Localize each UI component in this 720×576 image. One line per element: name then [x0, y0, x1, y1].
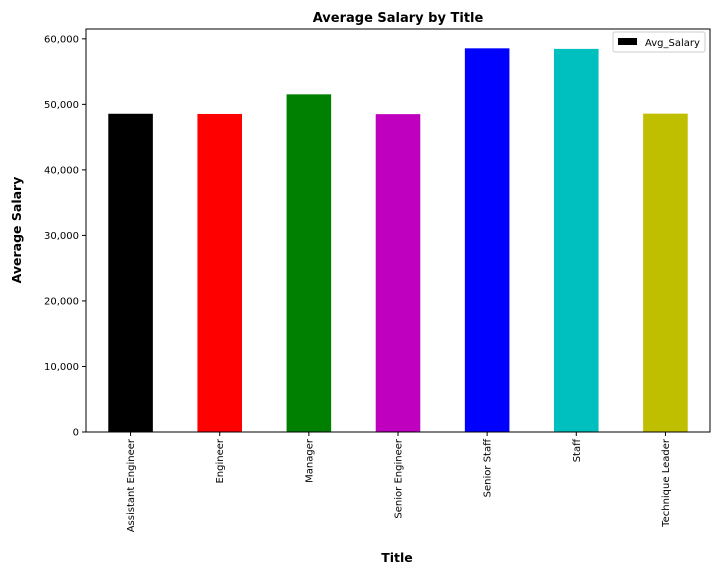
x-tick-label: Senior Engineer	[394, 438, 405, 518]
x-tick-label: Senior Staff	[483, 438, 494, 497]
y-axis-label: Average Salary	[9, 177, 24, 284]
y-axis-ticks: 0 10,000 20,000 30,000 40,000 50,000 60,000	[44, 34, 86, 439]
bar-senior-staff	[464, 48, 510, 432]
x-tick-label: Assistant Engineer	[126, 438, 137, 532]
y-tick-label: 40,000	[44, 165, 79, 176]
y-tick-label: 60,000	[44, 34, 79, 45]
x-tick-label: Manager	[304, 438, 315, 483]
bar-manager	[286, 94, 332, 432]
bar-technique-leader	[643, 113, 688, 433]
x-axis-label: Title	[381, 550, 413, 565]
x-axis-ticks: Assistant Engineer Engineer Manager Senior …	[126, 432, 672, 532]
legend-entry-avg-salary: Avg_Salary	[645, 38, 700, 49]
x-tick-label: Staff	[572, 438, 583, 462]
bar-engineer	[197, 113, 242, 432]
y-tick-label: 20,000	[44, 296, 79, 307]
bar-staff	[554, 48, 599, 433]
x-tick-label: Technique Leader	[661, 438, 672, 528]
legend-box	[612, 31, 706, 53]
legend-swatch	[618, 38, 637, 45]
y-tick-label: 0	[73, 428, 79, 439]
bars-group	[108, 48, 688, 433]
chart-title: Average Salary by Title	[313, 11, 484, 26]
plot-frame	[85, 28, 711, 433]
bar-assistant-engineer	[108, 113, 153, 432]
legend: Avg_Salary	[612, 31, 706, 53]
y-tick-label: 50,000	[44, 100, 79, 111]
x-tick-label: Engineer	[215, 438, 226, 483]
bar-senior-engineer	[375, 114, 421, 433]
y-tick-label: 10,000	[44, 362, 79, 373]
y-tick-label: 30,000	[44, 231, 79, 242]
